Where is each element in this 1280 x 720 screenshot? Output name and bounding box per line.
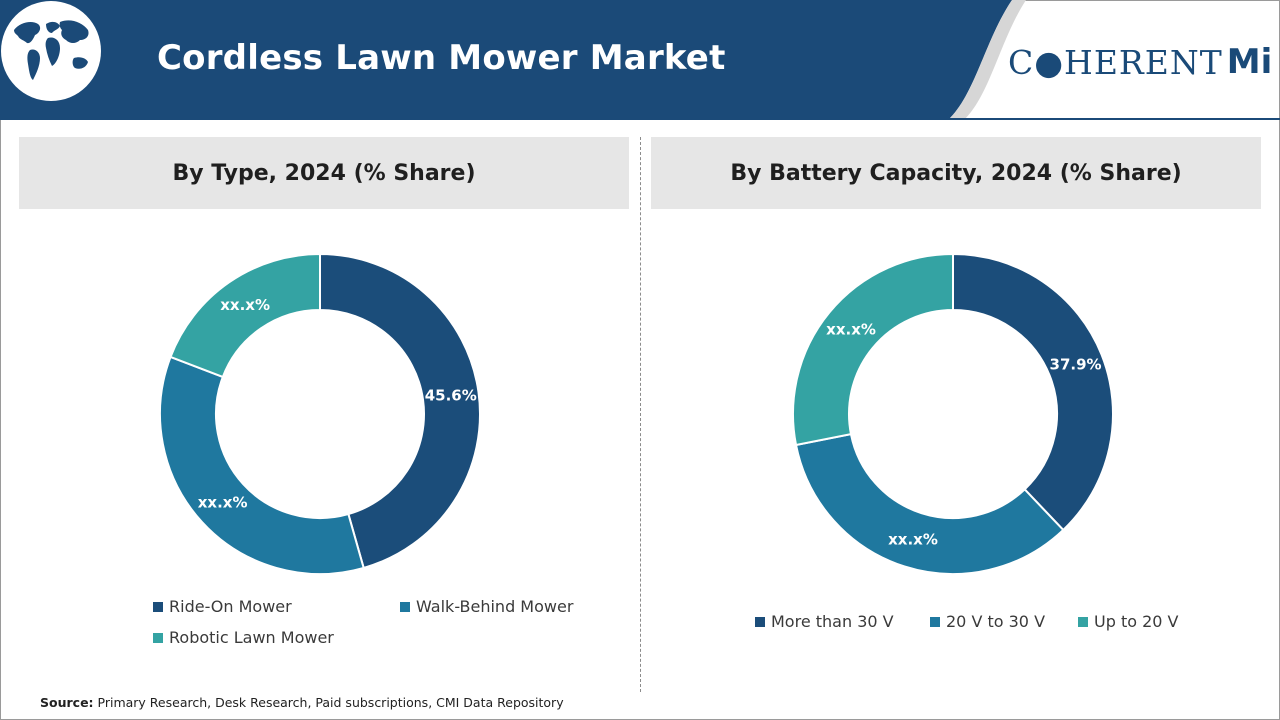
by-type-slice-2 xyxy=(169,252,321,379)
page-title: Cordless Lawn Mower Market xyxy=(157,38,726,78)
by-type-slice-label-2: xx.x% xyxy=(220,296,270,314)
header-banner: Cordless Lawn Mower Market C●HERENT Mi xyxy=(0,0,1280,120)
banner-shape xyxy=(0,0,1280,120)
coherent-mi-logo: C●HERENT Mi xyxy=(1008,40,1272,84)
chart-title-by-type: By Type, 2024 (% Share) xyxy=(19,137,629,209)
logo-text: C●HERENT xyxy=(1008,42,1223,82)
legend-label: Walk-Behind Mower xyxy=(416,597,574,616)
legend-swatch xyxy=(755,616,765,627)
legend-item-20v-to-30v: 20 V to 30 V xyxy=(930,612,1045,631)
donut-chart-by-type: 45.6% xx.x% xx.x% xyxy=(159,252,481,575)
source-text: Primary Research, Desk Research, Paid su… xyxy=(97,695,564,710)
chart-title-by-battery: By Battery Capacity, 2024 (% Share) xyxy=(651,137,1261,209)
panel-divider xyxy=(640,137,641,692)
by-battery-slice-0 xyxy=(952,252,1114,532)
legend-item-ride-on: Ride-On Mower xyxy=(153,597,292,616)
legend-label: 20 V to 30 V xyxy=(946,612,1046,631)
legend-item-up-to-20v: Up to 20 V xyxy=(1078,612,1179,631)
donut-chart-by-battery: 37.9% xx.x% xx.x% xyxy=(792,252,1114,575)
by-battery-slice-label-1: xx.x% xyxy=(888,530,938,548)
legend-label: More than 30 V xyxy=(771,612,894,631)
legend-item-robotic: Robotic Lawn Mower xyxy=(153,628,334,647)
legend-swatch xyxy=(153,601,163,612)
by-battery-slice-1 xyxy=(794,432,1065,575)
legend-item-walk-behind: Walk-Behind Mower xyxy=(400,597,573,616)
legend-swatch xyxy=(400,601,410,612)
logo-suffix: Mi xyxy=(1226,42,1273,82)
by-type-slice-0 xyxy=(319,252,481,570)
by-battery-slice-label-2: xx.x% xyxy=(826,321,876,339)
legend-label: Ride-On Mower xyxy=(169,597,292,616)
world-map-globe-icon xyxy=(1,1,101,101)
legend-swatch xyxy=(153,632,163,643)
legend-label: Robotic Lawn Mower xyxy=(169,628,334,647)
source-label: Source: xyxy=(40,695,94,710)
by-type-slice-label-0: 45.6% xyxy=(425,386,477,404)
by-battery-slice-label-0: 37.9% xyxy=(1050,356,1102,374)
by-type-slice-label-1: xx.x% xyxy=(198,494,248,512)
by-battery-slice-2 xyxy=(792,252,954,447)
source-note: Source: Primary Research, Desk Research,… xyxy=(40,695,564,710)
legend-swatch xyxy=(930,616,940,627)
legend-swatch xyxy=(1078,616,1088,627)
legend-label: Up to 20 V xyxy=(1094,612,1179,631)
legend-item-more-than-30v: More than 30 V xyxy=(755,612,894,631)
by-type-slice-1 xyxy=(159,355,365,575)
